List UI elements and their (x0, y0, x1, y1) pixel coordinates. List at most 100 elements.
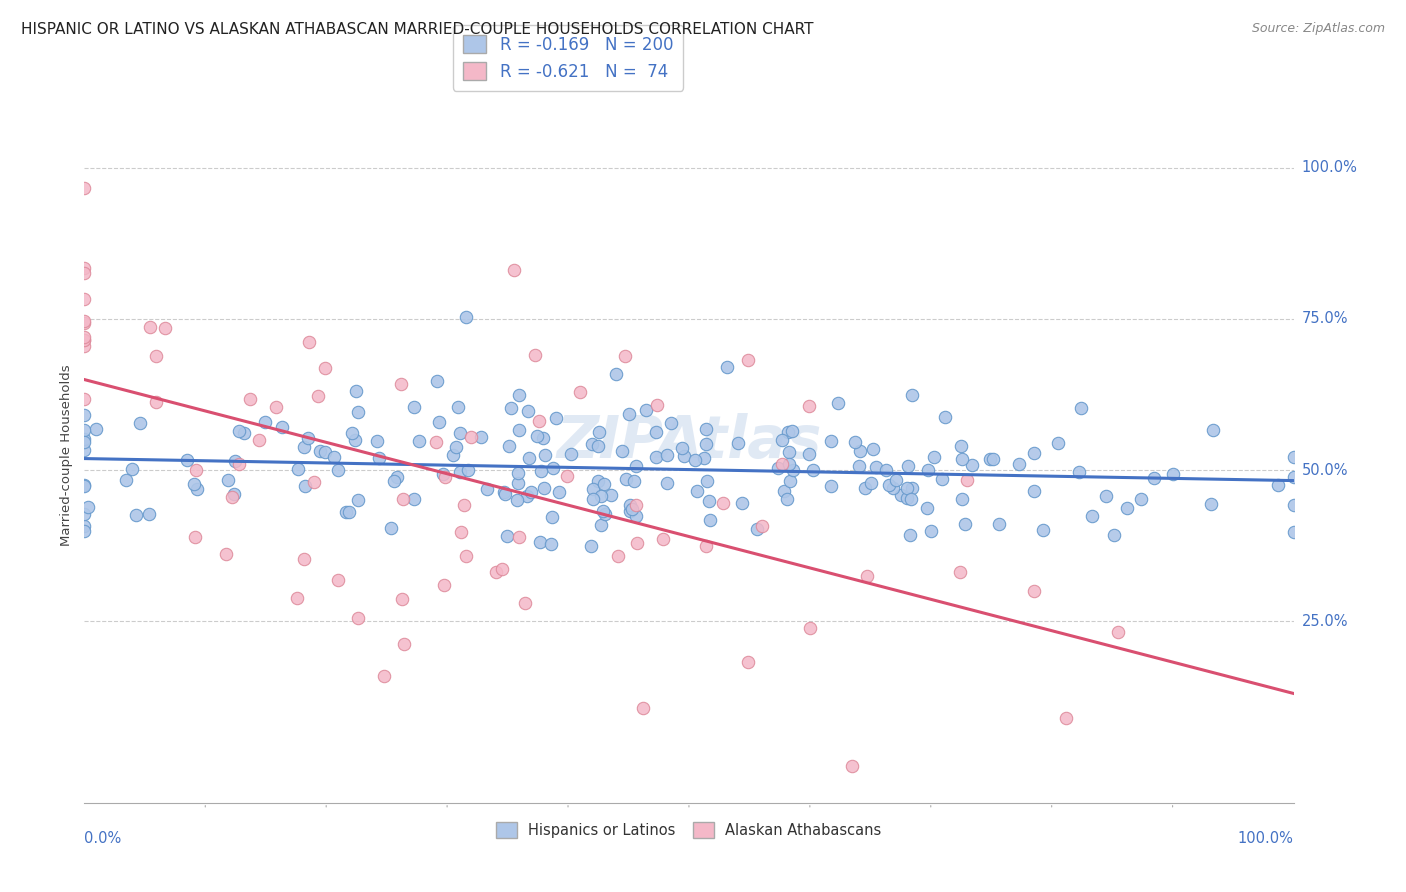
Y-axis label: Married-couple Households: Married-couple Households (60, 364, 73, 546)
Point (731, 496, 754, 510)
Point (491, 562, 513, 576)
Point (73, 181, 96, 195)
Point (820, 434, 842, 449)
Point (541, 509, 564, 524)
Point (1267, 477, 1289, 491)
Point (716, 359, 738, 374)
Point (782, 463, 804, 477)
Text: ZIPAtlas: ZIPAtlas (557, 412, 821, 469)
Text: 100.0%: 100.0% (1302, 160, 1358, 175)
Point (533, 481, 555, 495)
Point (495, 529, 517, 543)
Point (498, 439, 520, 453)
Point (264, 401, 287, 415)
Point (441, 448, 464, 462)
Point (533, 448, 555, 462)
Point (508, 466, 530, 480)
Point (432, 467, 454, 481)
Point (155, 321, 177, 335)
Point (239, 392, 262, 406)
Point (1067, 465, 1090, 479)
Point (589, 517, 612, 532)
Point (773, 484, 796, 499)
Point (1070, 401, 1092, 416)
Point (917, 463, 939, 477)
Point (915, 500, 938, 515)
Point (865, 459, 887, 474)
Point (697, 494, 720, 508)
Point (228, 458, 250, 472)
Point (950, 452, 973, 467)
Point (373, 668, 395, 682)
Point (569, 385, 592, 400)
Point (1107, 624, 1129, 639)
Point (1022, 446, 1045, 460)
Point (444, 440, 467, 454)
Point (84, 422, 107, 436)
Point (827, 395, 849, 409)
Point (655, 475, 678, 490)
Point (799, 621, 821, 635)
Point (1282, 470, 1305, 484)
Point (457, 462, 479, 476)
Point (529, 535, 551, 549)
Point (592, 504, 614, 518)
Point (1102, 527, 1125, 541)
Point (770, 457, 793, 471)
Point (695, 422, 717, 436)
Point (799, 447, 821, 461)
Point (737, 655, 759, 669)
Point (776, 491, 799, 506)
Point (856, 569, 879, 583)
Point (508, 531, 530, 545)
Point (607, 549, 630, 563)
Point (298, 334, 321, 349)
Point (292, 440, 315, 454)
Point (73, 477, 96, 491)
Point (492, 485, 515, 500)
Point (901, 388, 924, 402)
Point (699, 513, 721, 527)
Point (426, 374, 449, 388)
Point (949, 439, 972, 453)
Point (544, 410, 567, 425)
Point (673, 449, 696, 463)
Point (314, 445, 336, 459)
Point (346, 405, 368, 419)
Point (624, 498, 647, 512)
Point (949, 566, 972, 580)
Point (314, 360, 336, 375)
Point (693, 450, 716, 465)
Point (548, 484, 571, 499)
Point (454, 549, 477, 564)
Point (981, 451, 1004, 466)
Point (614, 349, 637, 363)
Point (115, 473, 138, 487)
Point (380, 521, 402, 535)
Point (1115, 501, 1137, 516)
Point (516, 489, 538, 503)
Point (897, 459, 920, 474)
Point (73, 408, 96, 422)
Point (138, 508, 160, 522)
Point (186, 482, 208, 496)
Point (73, 507, 96, 521)
Point (1202, 423, 1225, 437)
Point (1282, 498, 1305, 512)
Point (956, 473, 979, 487)
Point (1143, 471, 1166, 485)
Point (695, 539, 717, 553)
Point (366, 434, 388, 449)
Point (494, 487, 516, 501)
Point (619, 498, 641, 512)
Point (297, 431, 319, 445)
Point (456, 310, 478, 325)
Point (513, 596, 536, 610)
Point (778, 458, 800, 472)
Point (745, 523, 768, 537)
Point (780, 424, 803, 438)
Point (271, 419, 294, 434)
Point (531, 431, 554, 445)
Point (862, 442, 884, 456)
Point (73, 432, 96, 446)
